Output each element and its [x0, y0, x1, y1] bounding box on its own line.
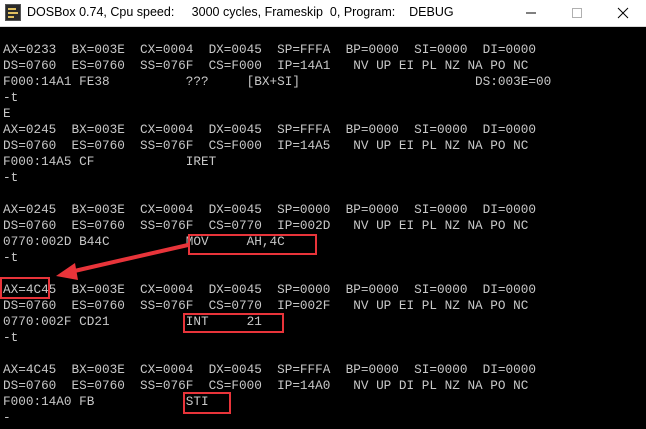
console-line: E	[3, 106, 11, 121]
console-line: DS=0760 ES=0760 SS=076F CS=0770 IP=002F …	[3, 298, 529, 313]
close-icon	[617, 7, 629, 19]
console-line: F000:14A1 FE38 ??? [BX+SI] DS:003E=00	[3, 74, 552, 89]
console-line: AX=0245 BX=003E CX=0004 DX=0045 SP=FFFA …	[3, 122, 536, 137]
console-line: F000:14A0 FB STI	[3, 394, 209, 409]
console-line: AX=4C45 BX=003E CX=0004 DX=0045 SP=0000 …	[3, 282, 536, 297]
console-line: DS=0760 ES=0760 SS=076F CS=F000 IP=14A5 …	[3, 138, 529, 153]
minimize-button[interactable]	[508, 0, 554, 26]
highlight-int-instruction	[183, 313, 284, 333]
window-title: DOSBox 0.74, Cpu speed: 3000 cycles, Fra…	[27, 5, 454, 19]
console-line: DS=0760 ES=0760 SS=076F CS=0770 IP=002D …	[3, 218, 529, 233]
maximize-icon	[572, 8, 582, 18]
console-line: DS=0760 ES=0760 SS=076F CS=F000 IP=14A1 …	[3, 58, 529, 73]
title-bar[interactable]: DOSBox 0.74, Cpu speed: 3000 cycles, Fra…	[0, 0, 646, 27]
maximize-button[interactable]	[554, 0, 600, 26]
minimize-icon	[526, 12, 536, 14]
highlight-sti-instruction	[183, 392, 231, 414]
console-line: F000:14A5 CF IRET	[3, 154, 217, 169]
close-button[interactable]	[600, 0, 646, 26]
dos-console[interactable]: AX=0233 BX=003E CX=0004 DX=0045 SP=FFFA …	[0, 27, 646, 429]
console-line: -t	[3, 90, 19, 105]
console-line: -t	[3, 170, 19, 185]
console-line: AX=0233 BX=003E CX=0004 DX=0045 SP=FFFA …	[3, 42, 536, 57]
console-line: AX=0245 BX=003E CX=0004 DX=0045 SP=0000 …	[3, 202, 536, 217]
console-line: -	[3, 410, 11, 425]
console-line: -t	[3, 250, 19, 265]
highlight-mov-instruction	[188, 234, 317, 255]
console-line: DS=0760 ES=0760 SS=076F CS=F000 IP=14A0 …	[3, 378, 529, 393]
console-line: 0770:002F CD21 INT 21	[3, 314, 262, 329]
console-line: -t	[3, 330, 19, 345]
dosbox-icon[interactable]	[5, 4, 21, 21]
console-line: AX=4C45 BX=003E CX=0004 DX=0045 SP=FFFA …	[3, 362, 536, 377]
highlight-ax-register	[0, 277, 50, 299]
